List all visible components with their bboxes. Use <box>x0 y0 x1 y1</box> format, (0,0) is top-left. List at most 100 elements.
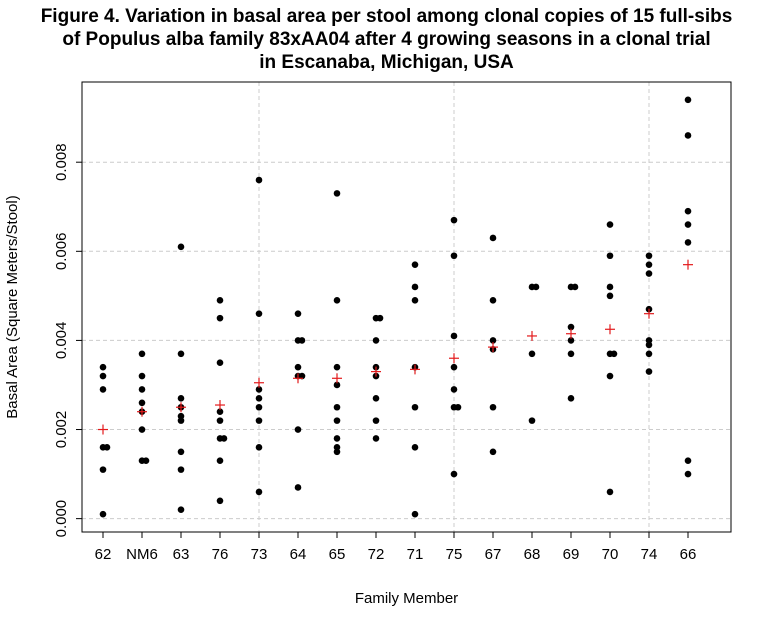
data-point <box>177 448 185 456</box>
mean-marker <box>176 402 186 413</box>
mean-marker <box>449 353 459 364</box>
data-point <box>606 292 614 300</box>
x-tick-label: 66 <box>680 546 697 563</box>
data-point <box>255 310 263 317</box>
x-tick-label: 75 <box>446 546 463 563</box>
x-tick-label: 70 <box>602 546 619 563</box>
chart-title-line-3: in Escanaba, Michigan, USA <box>259 52 514 73</box>
data-point <box>333 435 341 442</box>
data-point <box>645 368 653 375</box>
data-point <box>255 444 263 451</box>
data-point <box>216 314 224 322</box>
data-point <box>684 239 692 246</box>
data-point <box>489 403 497 411</box>
y-tick-label: 0.004 <box>53 322 70 360</box>
data-point <box>610 350 618 358</box>
mean-marker <box>605 324 615 335</box>
data-points <box>99 96 692 518</box>
data-point <box>411 510 419 518</box>
data-point <box>255 386 263 393</box>
data-point <box>216 408 224 416</box>
mean-marker <box>293 373 303 384</box>
x-tick-label: 76 <box>212 546 229 563</box>
data-point <box>411 444 419 451</box>
x-tick-label: 67 <box>485 546 502 563</box>
mean-marker <box>98 424 108 435</box>
data-point <box>333 363 341 371</box>
x-tick-label: NM6 <box>126 546 158 563</box>
data-point <box>177 417 185 424</box>
data-point <box>99 386 107 393</box>
data-point <box>216 457 224 465</box>
data-point <box>142 457 150 465</box>
x-tick-label: 64 <box>290 546 307 563</box>
x-tick-label: 72 <box>368 546 385 563</box>
mean-marker <box>488 342 498 353</box>
mean-marker <box>683 259 693 270</box>
y-tick-label: 0.002 <box>53 411 70 449</box>
data-point <box>372 435 380 442</box>
mean-marker <box>371 366 381 377</box>
data-point <box>645 270 653 277</box>
y-tick-label: 0.008 <box>53 143 70 181</box>
data-point <box>216 359 224 366</box>
data-point <box>333 448 341 456</box>
data-point <box>333 381 341 389</box>
data-point <box>99 372 107 380</box>
data-point <box>255 417 263 424</box>
mean-marker <box>215 400 225 411</box>
data-point <box>489 337 497 344</box>
data-point <box>333 190 341 197</box>
data-point <box>138 426 146 433</box>
data-point <box>454 403 462 411</box>
data-point <box>532 283 540 291</box>
data-point <box>606 252 614 260</box>
data-point <box>684 132 692 139</box>
data-point <box>489 234 497 242</box>
data-point <box>567 350 575 358</box>
data-point <box>177 395 185 402</box>
data-point <box>489 297 497 304</box>
data-point <box>567 337 575 344</box>
x-axis-title: Family Member <box>355 590 458 607</box>
y-axis-title: Basal Area (Square Meters/Stool) <box>4 195 21 418</box>
data-point <box>411 261 419 268</box>
x-tick-label: 74 <box>641 546 658 563</box>
x-tick-label: 63 <box>173 546 190 563</box>
data-point <box>528 417 536 424</box>
y-tick-label: 0.006 <box>53 233 70 271</box>
data-point <box>684 207 692 215</box>
data-point <box>294 426 302 433</box>
data-point <box>216 417 224 424</box>
data-point <box>298 337 306 344</box>
data-point <box>138 399 146 407</box>
data-point <box>138 350 146 358</box>
data-point <box>684 221 692 228</box>
data-point <box>450 216 458 224</box>
data-point <box>294 484 302 491</box>
data-point <box>645 252 653 260</box>
data-point <box>294 310 302 317</box>
data-point <box>333 403 341 411</box>
data-point <box>606 221 614 228</box>
data-point <box>99 466 107 473</box>
mean-marker <box>644 308 654 319</box>
x-tick-label: 69 <box>563 546 580 563</box>
data-point <box>684 96 692 104</box>
data-point <box>220 435 228 442</box>
mean-marker <box>527 330 537 341</box>
data-point <box>645 350 653 358</box>
data-point <box>255 403 263 411</box>
data-point <box>450 470 458 478</box>
mean-marker <box>254 377 264 388</box>
y-tick-label: 0.000 <box>53 500 70 538</box>
data-point <box>177 243 185 251</box>
chart-title-line-1: Figure 4. Variation in basal area per st… <box>40 6 733 27</box>
data-point <box>450 386 458 393</box>
mean-markers <box>98 259 693 435</box>
data-point <box>606 283 614 291</box>
data-point <box>333 297 341 304</box>
data-point <box>372 417 380 424</box>
data-point <box>606 372 614 380</box>
